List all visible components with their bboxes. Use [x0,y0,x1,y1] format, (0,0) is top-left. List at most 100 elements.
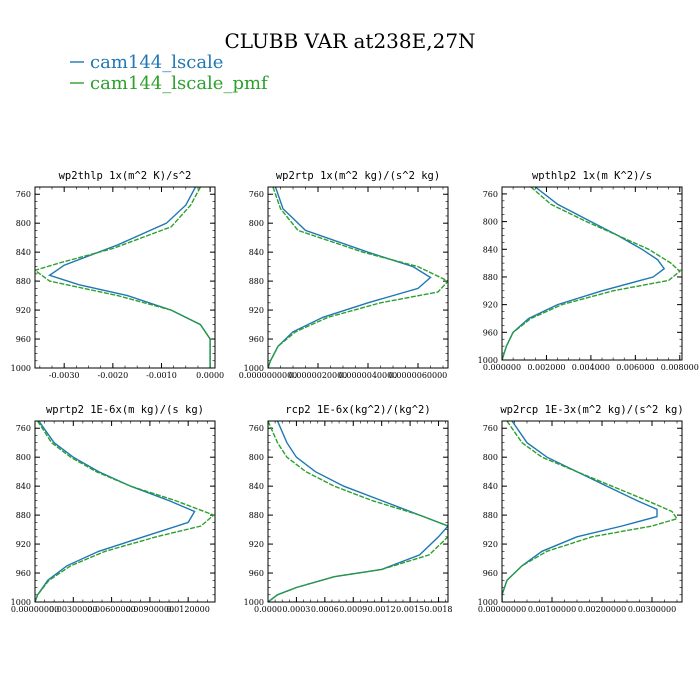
panel-frame [34,186,216,369]
y-tick-label: 880 [16,511,31,520]
series-line-lscale [48,187,211,368]
x-tick-label: -0.0020 [97,371,128,380]
y-tick-label: 760 [249,424,264,433]
x-tick-label: 0.0015 [396,605,424,614]
panel-title: wp2rtp 1x(m^2 kg)/(s^2 kg) [276,170,440,182]
panel-frame [267,420,449,603]
y-tick-label: 1000 [244,598,264,607]
y-tick-label: 960 [483,569,498,578]
series-line-lscale [35,421,196,602]
series-line-lscale-pmf [35,421,215,602]
panel-frame [267,186,449,369]
y-tick-label: 800 [16,453,31,462]
legend-label-lscale: cam144_lscale [90,52,223,73]
panel-4: wprtp2 1E-6x(m kg)/(s kg) 760 800 840 880 920… [11,404,216,614]
panel-title: wp2rcp 1E-3x(m^2 kg)/(s^2 kg) [500,404,683,416]
y-tick-label: 760 [16,424,31,433]
series-line-lscale-pmf [35,187,211,368]
panel-title: wpthlp2 1x(m K^2)/s [532,170,652,182]
legend-label-pmf: cam144_lscale_pmf [90,73,269,94]
y-tick-label: 760 [16,190,31,199]
series-line-lscale-pmf [268,187,448,368]
y-tick-label: 960 [249,569,264,578]
y-tick-label: 880 [483,273,498,282]
series-line-lscale [502,187,666,360]
y-tick-label: 920 [16,540,31,549]
panel-title: wprtp2 1E-6x(m kg)/(s kg) [46,404,204,416]
series-line-lscale-pmf [502,187,681,360]
y-tick-label: 920 [483,540,498,549]
panel-frame [34,420,216,603]
y-tick-label: 840 [249,248,264,257]
x-tick-label: 0.0009 [339,605,367,614]
x-tick-label: 0.0006 [311,605,339,614]
legend: cam144_lscale cam144_lscale_pmf [70,52,269,94]
panels: wp2thlp 1x(m^2 K)/s^2 760 800 840 880 920 960 1… [11,170,699,614]
x-tick-label: 0.0000040000 [339,371,398,380]
y-tick-label: 1000 [11,598,31,607]
y-tick-label: 920 [16,306,31,315]
y-tick-label: 920 [249,306,264,315]
x-tick-label: 0.00000000 [478,605,526,614]
x-tick-label: 0.0120000 [167,605,210,614]
x-tick-label: 0.0018 [425,605,453,614]
y-tick-label: 960 [249,335,264,344]
panel-5: rcp2 1E-6x(kg^2)/(kg^2) 760 800 840 880 920 96… [244,404,453,614]
y-tick-label: 800 [483,453,498,462]
y-tick-label: 1000 [478,356,498,365]
y-tick-label: 800 [483,218,498,227]
x-tick-label: 0.00300000 [628,605,676,614]
panel-1: wp2thlp 1x(m^2 K)/s^2 760 800 840 880 920 960 1… [11,170,224,380]
x-tick-label: 0.006000 [616,363,654,372]
x-tick-label: -0.0010 [146,371,177,380]
x-tick-label: 0.00300000 [49,605,97,614]
panel-title: wp2thlp 1x(m^2 K)/s^2 [59,170,192,182]
x-tick-label: 0.00600000 [87,605,135,614]
series-line-lscale [268,187,432,368]
y-tick-label: 920 [483,301,498,310]
x-tick-label: 0.00900000 [126,605,174,614]
x-tick-label: 0.004000 [572,363,610,372]
y-tick-label: 880 [483,511,498,520]
y-tick-label: 920 [249,540,264,549]
y-tick-label: 1000 [478,598,498,607]
y-tick-label: 840 [16,248,31,257]
y-tick-label: 800 [16,219,31,228]
x-tick-label: 0.0012 [368,605,396,614]
figure-title: CLUBB VAR at238E,27N [224,29,475,53]
y-tick-label: 960 [16,335,31,344]
y-tick-label: 840 [483,482,498,491]
x-tick-label: 0.0000 [196,371,224,380]
y-tick-label: 800 [249,453,264,462]
y-tick-label: 880 [249,511,264,520]
y-tick-label: 840 [249,482,264,491]
y-tick-label: 1000 [11,364,31,373]
x-tick-label: 0.0000000000 [239,371,298,380]
series-line-lscale [502,421,658,602]
x-tick-label: 0.008000 [661,363,699,372]
x-tick-label: 0.000000 [483,363,521,372]
series-line-lscale-pmf [268,421,448,602]
panel-frame [501,420,683,603]
panel-6: wp2rcp 1E-3x(m^2 kg)/(s^2 kg)760 800 840 88… [478,404,684,614]
panel-3: wpthlp2 1x(m K^2)/s 760 800 840 880 920 960 100… [478,170,699,372]
x-tick-label: 0.0003 [282,605,310,614]
y-tick-label: 840 [483,245,498,254]
y-tick-label: 1000 [244,364,264,373]
y-tick-label: 760 [483,190,498,199]
y-tick-label: 960 [16,569,31,578]
series-line-lscale-pmf [502,421,679,602]
y-tick-label: 840 [16,482,31,491]
x-tick-label: 0.0000020000 [289,371,348,380]
panel-2: wp2rtp 1x(m^2 kg)/(s^2 kg) 760 800 840 880 92… [239,170,449,380]
x-tick-label: 0.0000 [254,605,282,614]
x-tick-label: 0.00100000 [528,605,576,614]
y-tick-label: 760 [483,424,498,433]
panel-title: rcp2 1E-6x(kg^2)/(kg^2) [285,404,430,416]
panel-frame [501,186,683,361]
y-tick-label: 880 [249,277,264,286]
x-tick-label: 0.00200000 [578,605,626,614]
y-tick-label: 880 [16,277,31,286]
series-line-lscale [268,421,448,602]
